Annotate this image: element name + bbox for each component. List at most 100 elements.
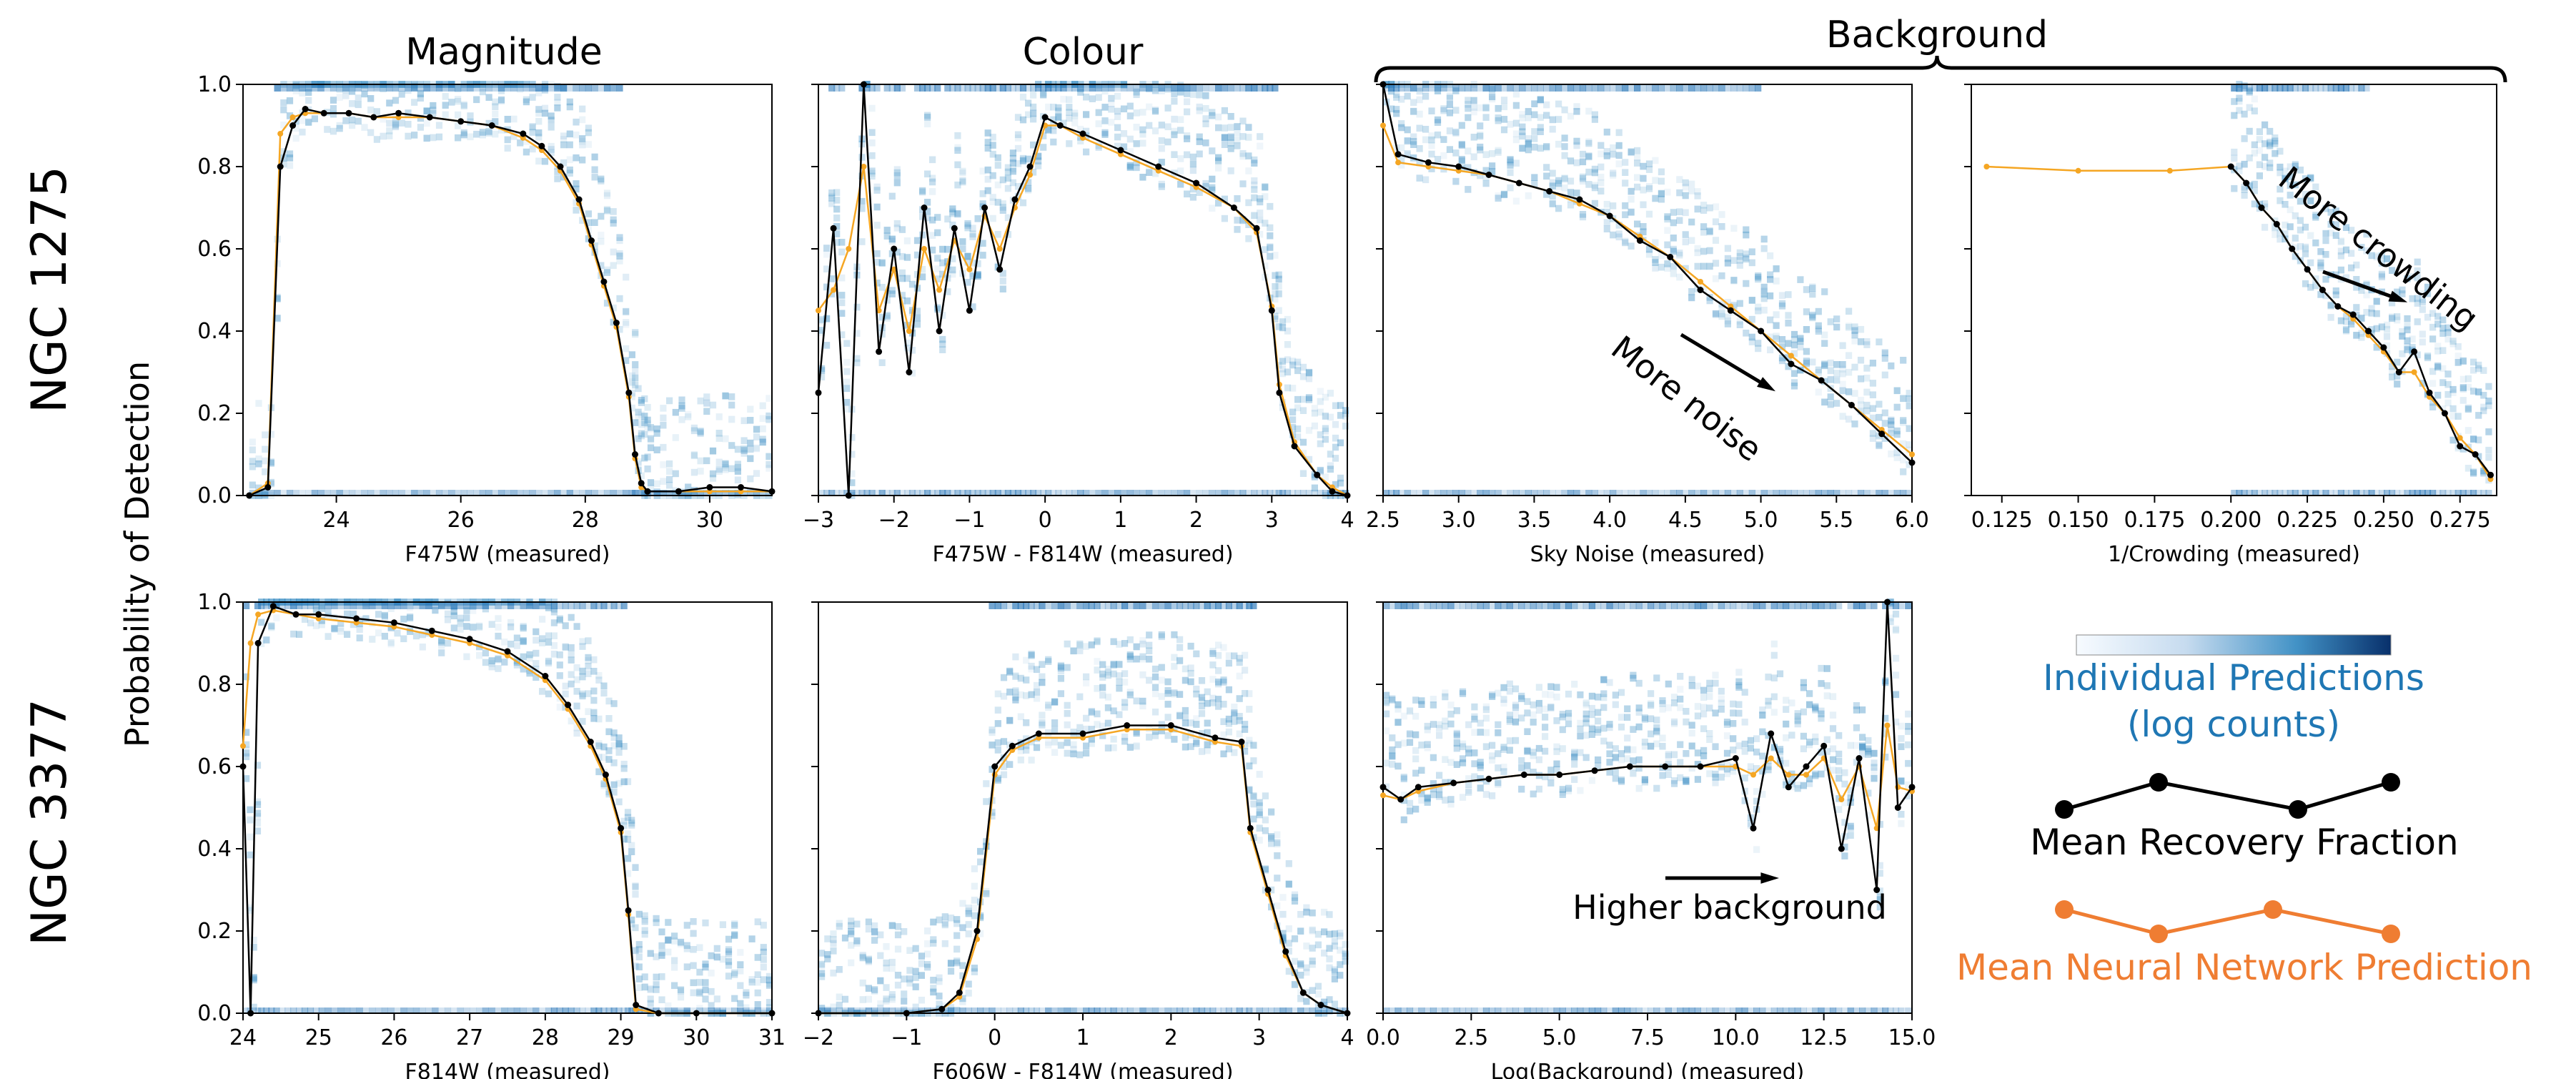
heatmap-cell: [1748, 297, 1755, 304]
heatmap-cell: [620, 778, 628, 786]
heatmap-cell: [666, 481, 673, 489]
recovery-point: [1009, 742, 1016, 749]
heatmap-cell: [616, 234, 623, 241]
y-tick-label: 0.4: [197, 319, 232, 344]
heatmap-cell: [1452, 490, 1460, 496]
heatmap-cell: [1833, 400, 1841, 407]
heatmap-cell: [632, 419, 639, 426]
heatmap-cell: [623, 319, 630, 326]
heatmap-cell: [1164, 82, 1171, 89]
heatmap-cell: [1519, 490, 1526, 496]
heatmap-cell: [1193, 715, 1200, 722]
recovery-point: [2319, 287, 2326, 293]
heatmap-cell: [2342, 84, 2350, 92]
heatmap-cell: [2480, 469, 2487, 477]
heatmap-cell: [1322, 435, 1329, 443]
heatmap-cell: [1442, 1007, 1449, 1013]
x-tick-label: 0.175: [2124, 508, 2185, 533]
heatmap-cell: [550, 609, 558, 616]
heatmap-cell: [728, 401, 735, 409]
heatmap-cell: [1900, 419, 1907, 426]
heatmap-cell: [1220, 718, 1227, 725]
heatmap-cell: [1066, 109, 1073, 116]
heatmap-cell: [1009, 154, 1016, 162]
heatmap-cell: [1012, 689, 1019, 696]
heatmap-cell: [485, 490, 492, 496]
heatmap-cell: [1778, 336, 1786, 343]
heatmap-cell: [969, 225, 976, 232]
heatmap-cell: [1567, 157, 1575, 164]
heatmap-cell: [753, 490, 761, 496]
heatmap-cell: [1706, 490, 1713, 496]
heatmap-cell: [635, 941, 643, 948]
recovery-point: [264, 484, 272, 491]
heatmap-cell: [979, 490, 986, 496]
heatmap-cell: [1108, 100, 1115, 107]
recovery-point: [292, 611, 299, 618]
heatmap-cell: [1177, 155, 1184, 162]
heatmap-cell: [299, 84, 306, 92]
heatmap-cell: [1242, 726, 1249, 733]
heatmap-cell: [894, 981, 902, 989]
heatmap-cell: [672, 434, 679, 441]
heatmap-cell: [448, 99, 455, 106]
heatmap-cell: [1567, 201, 1575, 209]
row-label-ngc3377: NGC 3377: [21, 699, 78, 946]
heatmap-cell: [2251, 107, 2258, 114]
heatmap-cell: [1089, 84, 1096, 92]
heatmap-cell: [1055, 104, 1062, 112]
heatmap-cell: [1389, 752, 1396, 760]
heatmap-cell: [1189, 84, 1197, 92]
heatmap-cell: [1267, 244, 1274, 252]
heatmap-cell: [585, 219, 592, 227]
heatmap-cell: [1321, 928, 1328, 935]
heatmap-cell: [2312, 490, 2319, 496]
heatmap-cell: [725, 935, 733, 943]
heatmap-cell: [2272, 134, 2279, 142]
heatmap-cell: [615, 602, 623, 609]
heatmap-cell: [1743, 330, 1750, 337]
heatmap-cell: [1182, 665, 1189, 673]
heatmap-cell: [1151, 127, 1159, 134]
heatmap-cell: [550, 1007, 558, 1013]
heatmap-cell: [579, 692, 586, 700]
recovery-point: [706, 484, 713, 491]
heatmap-cell: [644, 403, 651, 411]
heatmap-cell: [853, 330, 861, 337]
recovery-point: [1697, 287, 1704, 293]
heatmap-cell: [1767, 252, 1774, 260]
heatmap-cell: [2246, 87, 2253, 94]
heatmap-cell: [1126, 164, 1134, 172]
heatmap-cell: [425, 602, 432, 609]
recovery-point: [289, 122, 297, 129]
heatmap-cell: [1393, 109, 1400, 117]
heatmap-cell: [258, 640, 265, 647]
heatmap-cell: [1108, 94, 1115, 102]
heatmap-cell: [1790, 350, 1798, 358]
heatmap-cell: [1239, 217, 1247, 225]
heatmap-cell: [1012, 653, 1019, 661]
heatmap-cell: [1465, 1007, 1472, 1013]
heatmap-cell: [1519, 84, 1526, 92]
heatmap-cell: [595, 754, 603, 761]
heatmap-cell: [665, 936, 672, 943]
heatmap-cell: [672, 470, 679, 478]
heatmap-cell: [873, 490, 881, 496]
heatmap-cell: [585, 662, 592, 670]
heatmap-cell: [284, 602, 292, 609]
x-tick-label: 2.5: [1366, 508, 1400, 533]
nn-point: [861, 164, 867, 169]
heatmap-cell: [1658, 195, 1665, 203]
heatmap-cell: [1610, 144, 1617, 152]
heatmap-cell: [628, 1007, 635, 1013]
recovery-point: [2441, 410, 2448, 417]
heatmap-cell: [1755, 307, 1762, 315]
heatmap-cell: [1028, 662, 1035, 670]
heatmap-cell: [1284, 356, 1292, 363]
heatmap-cell: [888, 290, 896, 297]
heatmap-cell: [545, 604, 553, 611]
heatmap-cell: [2399, 290, 2406, 297]
heatmap-cell: [1389, 696, 1396, 704]
heatmap-cell: [1035, 153, 1042, 160]
